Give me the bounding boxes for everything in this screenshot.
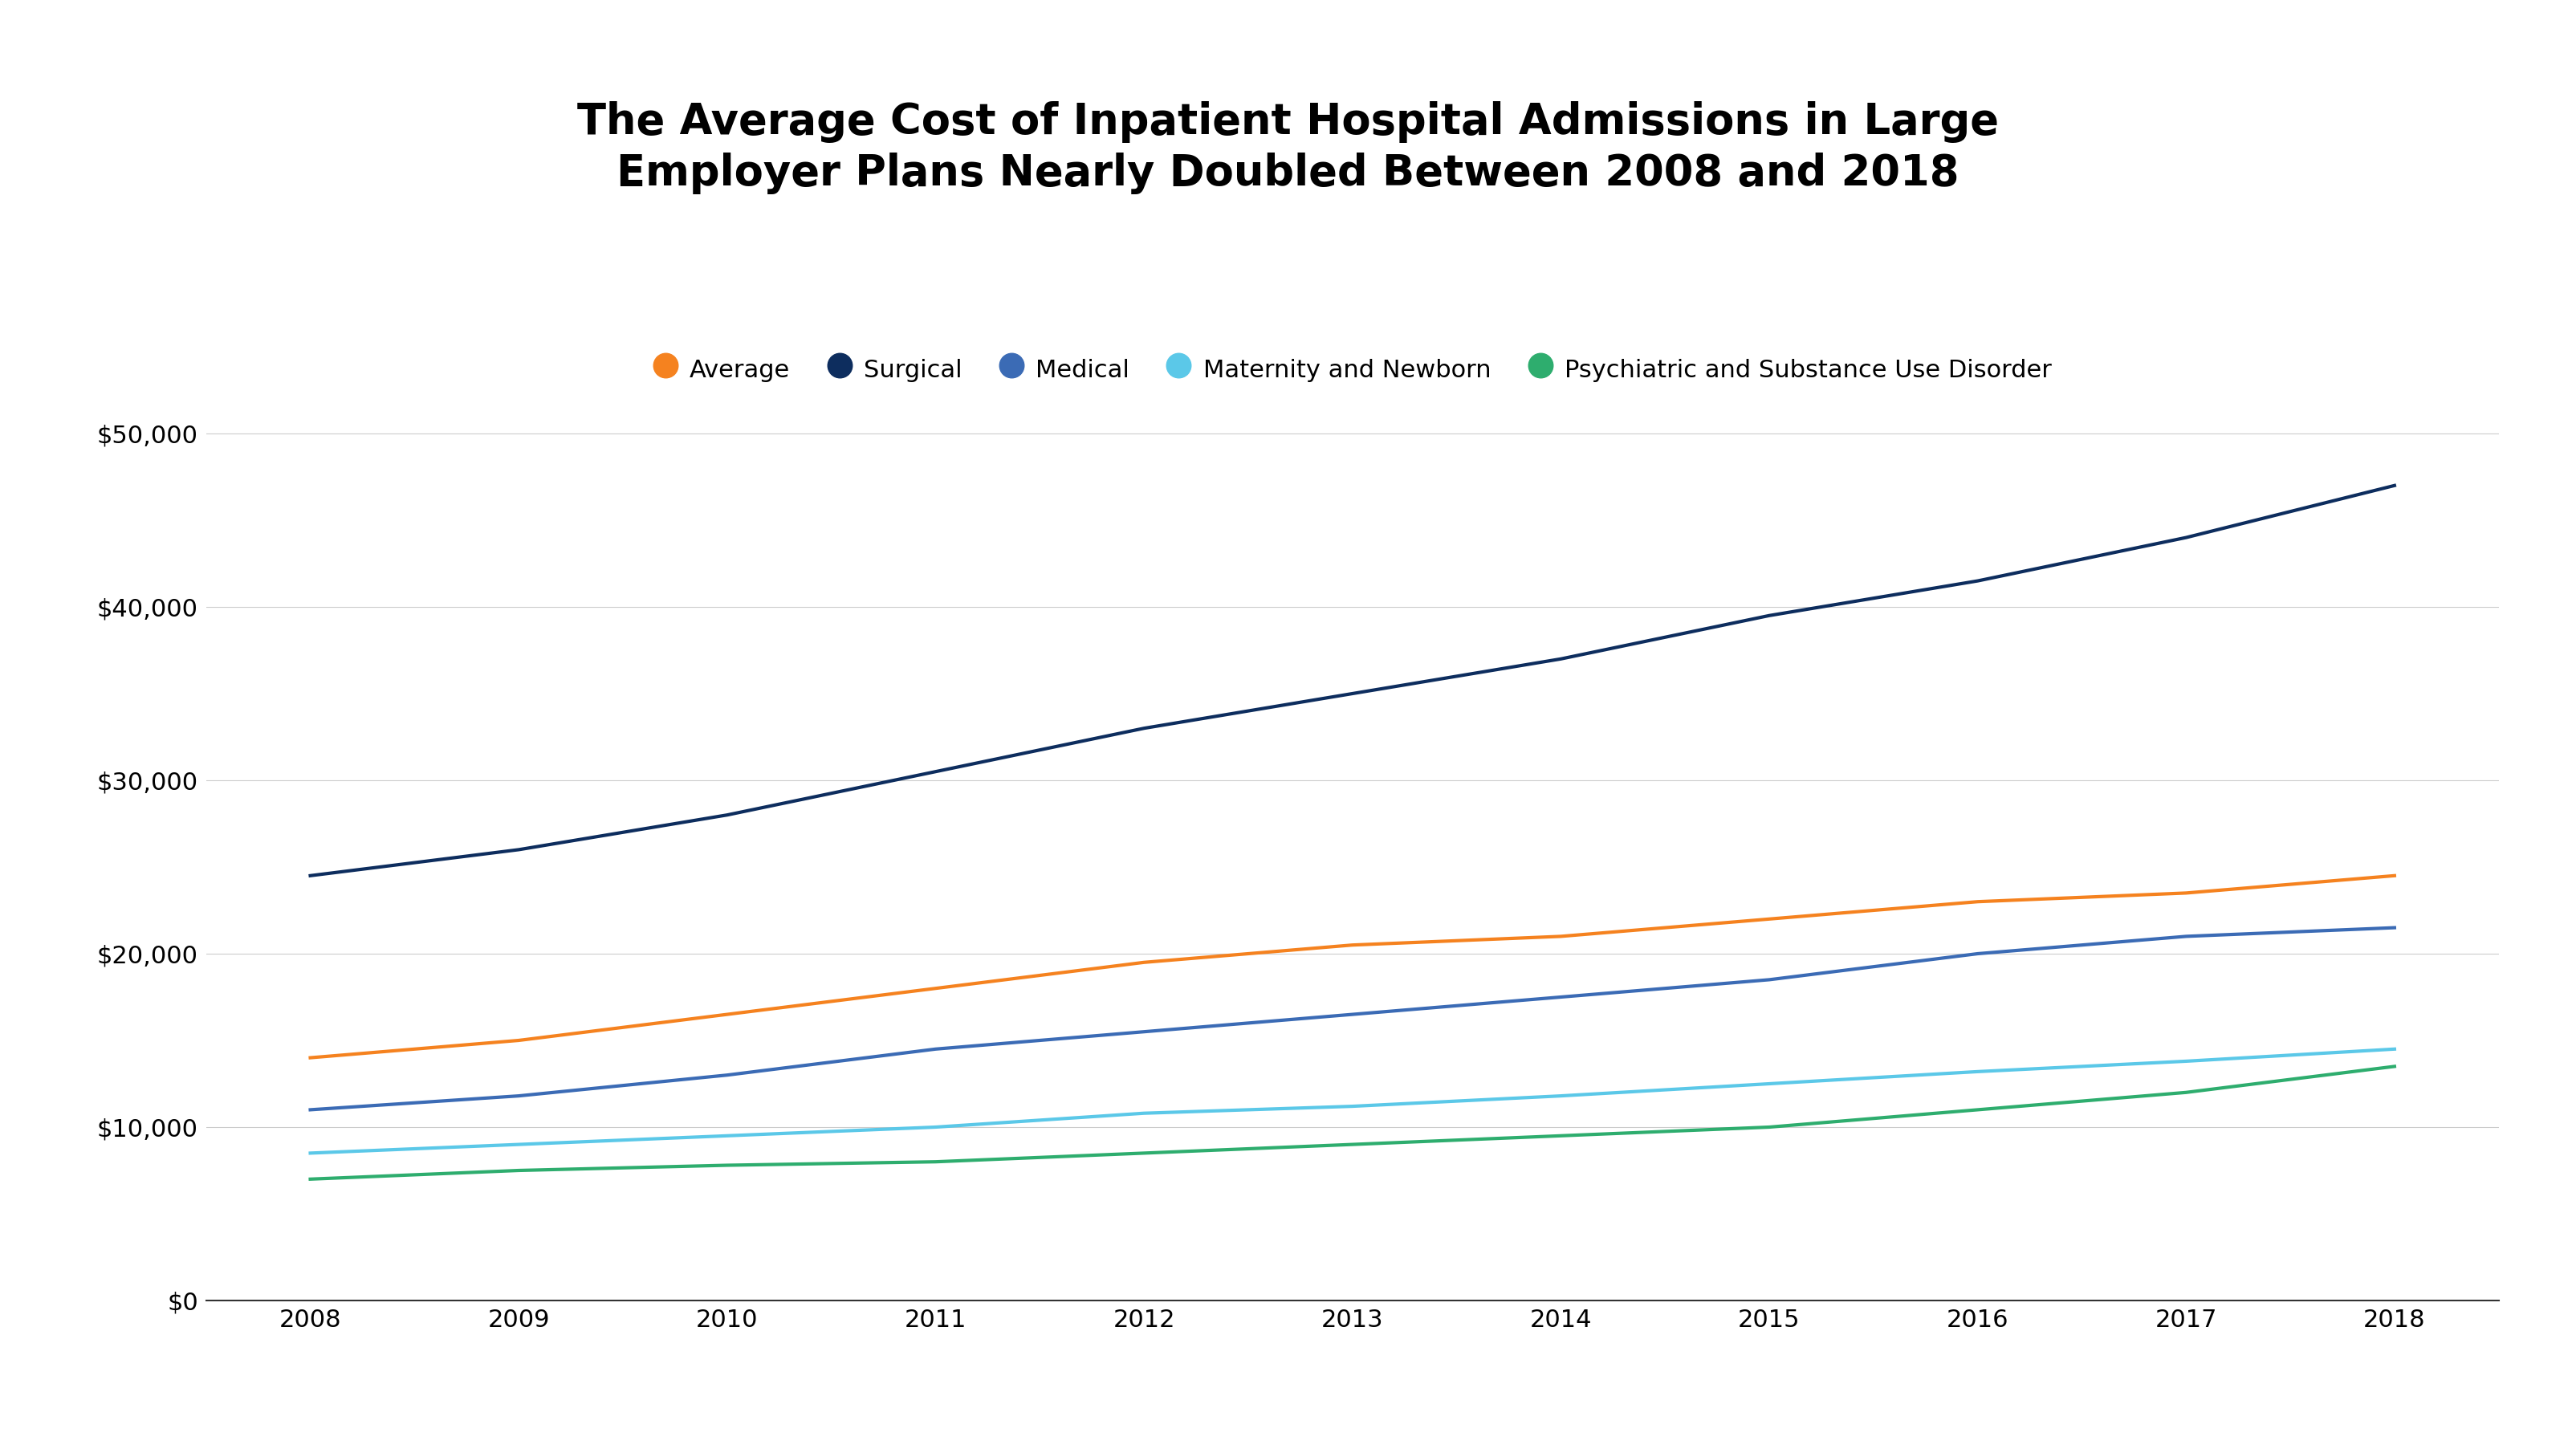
Text: The Average Cost of Inpatient Hospital Admissions in Large
Employer Plans Nearly: The Average Cost of Inpatient Hospital A… xyxy=(577,101,1999,195)
Legend: Average, Surgical, Medical, Maternity and Newborn, Psychiatric and Substance Use: Average, Surgical, Medical, Maternity an… xyxy=(641,340,2063,399)
